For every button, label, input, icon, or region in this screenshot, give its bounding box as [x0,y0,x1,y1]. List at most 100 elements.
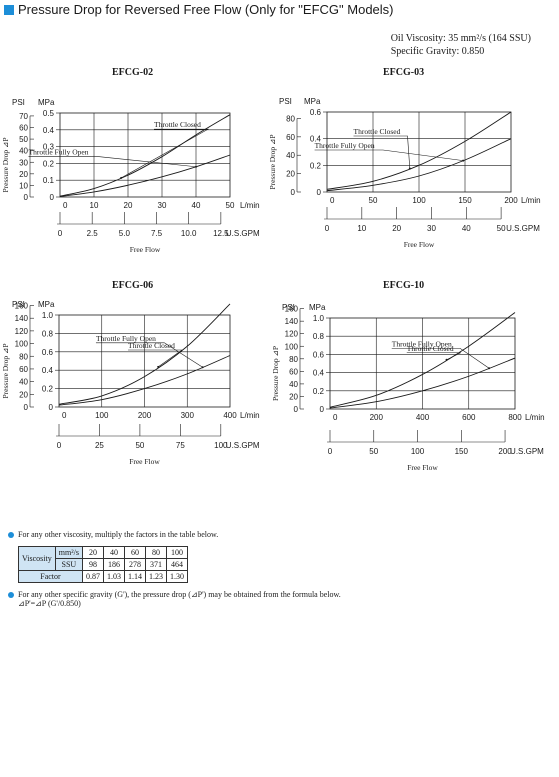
gpm-tick-label: 2.5 [87,229,99,238]
mpa-tick-label: 0.2 [43,159,55,168]
psi-tick-label: 140 [15,314,29,323]
mpa-unit-label: MPa [38,98,55,107]
mpa-unit-label: MPa [304,97,321,106]
gpm-tick-label: 50 [369,447,378,456]
gpm-unit: U.S.GPM [506,224,540,233]
gpm-tick-label: 20 [392,224,401,233]
psi-unit-label: PSI [12,98,25,107]
unit-ssu-label: SSU [54,558,83,571]
y-axis-label: Pressure Drop ⊿P [271,346,280,401]
psi-tick-label: 80 [19,352,28,361]
gpm-tick-label: 150 [455,447,469,456]
psi-tick-label: 20 [19,390,28,399]
label-throttle-fully-open: Throttle Fully Open [392,339,452,348]
viscosity-row-label: Viscosity [18,546,56,571]
label-leader-dot [120,176,123,179]
gpm-unit: U.S.GPM [226,229,260,238]
table-cell: 464 [165,558,188,571]
psi-tick-label: 40 [289,380,298,389]
x-axis-label: Free Flow [404,240,435,249]
psi-tick-label: 20 [19,170,28,179]
mpa-tick-label: 0.2 [310,161,322,170]
bullet-icon [8,592,14,598]
table-cell: 1.03 [102,570,125,583]
label-leader-dot [462,159,465,162]
y-axis-label: Pressure Drop ⊿P [1,343,10,398]
lpm-tick-label: 30 [158,201,167,210]
label-leader-dot [408,167,411,170]
gpm-tick-label: 25 [95,441,104,450]
psi-tick-label: 120 [285,330,299,339]
lpm-unit: L/min [521,196,541,205]
table-cell: 0.87 [81,570,104,583]
psi-tick-label: 40 [19,378,28,387]
mpa-tick-label: 0 [49,403,54,412]
specific-gravity: Specific Gravity: 0.850 [390,46,485,57]
lpm-tick-label: 0 [333,413,338,422]
table-cell: 20 [81,546,104,559]
viscosity-note-text: For any other viscosity, multiply the fa… [18,530,219,539]
label-leader-dot [445,358,448,361]
lpm-tick-label: 50 [369,196,378,205]
gpm-tick-label: 200 [498,447,512,456]
series-throttle-fully-open [59,154,231,197]
mpa-tick-label: 0.8 [313,332,325,341]
chart-title-efcg-10: EFCG-10 [383,280,425,291]
psi-tick-label: 0 [24,403,29,412]
mpa-tick-label: 0.8 [42,329,54,338]
psi-tick-label: 60 [19,365,28,374]
mpa-tick-label: 1.0 [42,311,54,320]
psi-tick-label: 0 [24,193,29,202]
mpa-tick-label: 0.3 [43,143,55,152]
psi-tick-label: 40 [286,151,295,160]
gpm-tick-label: 7.5 [151,229,163,238]
gpm-tick-label: 0 [328,447,333,456]
label-throttle-fully-open: Throttle Fully Open [29,147,89,156]
gpm-tick-label: 100 [214,441,228,450]
psi-tick-label: 140 [285,317,299,326]
gpm-tick-label: 12.5 [213,229,229,238]
psi-tick-label: 80 [289,355,298,364]
y-axis-label: Pressure Drop ⊿P [268,134,277,189]
x-axis-label: Free Flow [407,463,438,472]
table-row: Viscosity mm²/s 20 40 60 80 100 [18,546,188,571]
gravity-note-text: For any other specific gravity (G'), the… [18,590,341,599]
lpm-tick-label: 400 [223,411,237,420]
mpa-tick-label: 0.5 [43,109,55,118]
series-throttle-closed [58,303,231,405]
series-throttle-fully-open [329,357,516,409]
factor-row-label: Factor [18,570,83,583]
lpm-unit: L/min [240,411,260,420]
series-throttle-closed [59,114,231,197]
table-cell: 98 [81,558,104,571]
unit-mm-label: mm²/s [54,546,83,559]
series-throttle-closed [326,111,512,190]
mpa-tick-label: 0 [317,188,322,197]
gpm-tick-label: 0 [57,441,62,450]
label-throttle-fully-open: Throttle Fully Open [315,141,375,150]
label-throttle-fully-open: Throttle Fully Open [96,334,156,343]
label-leader-line [391,348,490,369]
table-cell: 371 [144,558,167,571]
lpm-tick-label: 100 [95,411,109,420]
lpm-tick-label: 800 [508,413,522,422]
mpa-tick-label: 0.6 [42,348,54,357]
psi-tick-label: 60 [286,133,295,142]
lpm-tick-label: 200 [504,196,518,205]
chart-title-efcg-03: EFCG-03 [383,67,425,78]
label-throttle-closed: Throttle Closed [128,341,175,350]
gpm-tick-label: 5.0 [119,229,131,238]
gpm-unit: U.S.GPM [226,441,260,450]
mpa-tick-label: 0.1 [43,176,55,185]
oil-viscosity: Oil Viscosity: 35 mm²/s (164 SSU) [390,33,531,44]
psi-unit-label: PSI [12,300,25,309]
x-axis-label: Free Flow [129,457,160,466]
bullet-icon [8,532,14,538]
lpm-tick-label: 0 [330,196,335,205]
gpm-tick-label: 100 [411,447,425,456]
psi-tick-label: 160 [285,305,299,314]
notes-section: For any other viscosity, multiply the fa… [8,530,341,608]
label-leader-line [406,352,461,361]
mpa-tick-label: 0.4 [43,126,55,135]
viscosity-table: Viscosity mm²/s 20 40 60 80 100 SSU 98 1… [18,546,188,583]
